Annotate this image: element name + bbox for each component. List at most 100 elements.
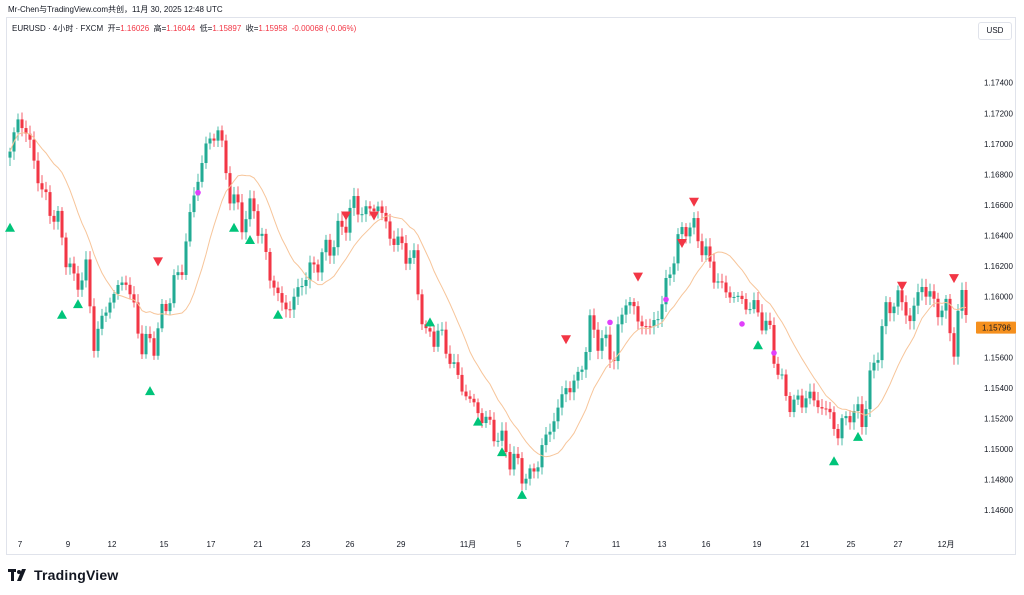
candle	[880, 319, 884, 369]
candle	[444, 321, 448, 359]
candle-body	[608, 334, 612, 360]
candle	[220, 125, 224, 148]
candle	[440, 322, 444, 336]
candle	[384, 206, 388, 229]
candle	[228, 166, 232, 211]
candle	[412, 243, 416, 264]
candle	[784, 369, 788, 401]
candle	[620, 307, 624, 333]
candle-body	[696, 218, 700, 242]
high-label: 高=	[153, 24, 167, 33]
candle	[456, 354, 460, 379]
candle-body	[780, 374, 784, 376]
candle	[276, 281, 280, 302]
sell-signal-icon	[633, 272, 643, 282]
candle	[488, 409, 492, 425]
candle	[800, 388, 804, 413]
candle-body	[100, 315, 104, 329]
candle	[252, 190, 256, 219]
candle	[160, 299, 164, 333]
candle	[960, 282, 964, 319]
candle	[860, 396, 864, 435]
candle	[500, 422, 504, 447]
symbol-name[interactable]: EURUSD · 4小时 · FXCM	[12, 24, 104, 33]
candle	[112, 290, 116, 309]
candle-body	[396, 236, 400, 245]
candle	[476, 398, 480, 418]
candle	[452, 353, 456, 369]
low-value: 1.15897	[212, 24, 242, 33]
signal-dot-icon	[607, 319, 613, 326]
candle-body	[672, 263, 676, 275]
sell-signal-icon	[677, 239, 687, 249]
candle-body	[280, 293, 284, 303]
candle	[780, 368, 784, 380]
candle-body	[820, 407, 824, 409]
candle	[484, 410, 488, 428]
candle	[416, 244, 420, 301]
tradingview-logo[interactable]: TradingView	[8, 567, 118, 583]
candle-body	[576, 371, 580, 381]
candle	[92, 298, 96, 358]
candle-body	[416, 250, 420, 295]
last-price-label: 1.15796	[982, 324, 1011, 333]
candle	[524, 473, 528, 491]
price-tick-label: 1.16400	[984, 231, 1013, 240]
candle-body	[516, 453, 520, 459]
candle-body	[908, 315, 912, 322]
candle-body	[376, 206, 380, 212]
candle-body	[592, 315, 596, 330]
candle	[752, 292, 756, 314]
low-label: 低=	[199, 24, 213, 33]
candle-body	[680, 227, 684, 235]
candle-body	[188, 212, 192, 242]
candle-body	[728, 292, 732, 298]
candle-body	[768, 320, 772, 326]
candle	[52, 209, 56, 230]
candle-body	[692, 218, 696, 228]
candle-body	[288, 309, 292, 311]
candle-body	[620, 314, 624, 325]
candle	[520, 452, 524, 490]
candle-body	[248, 198, 252, 220]
candle-body	[72, 263, 76, 274]
candle-body	[544, 434, 548, 446]
time-tick-label: 15	[160, 540, 169, 549]
candle	[340, 212, 344, 235]
candle-body	[356, 196, 360, 215]
candle	[964, 281, 968, 323]
candle-body	[492, 419, 496, 442]
candle-body	[292, 296, 296, 310]
candle	[536, 461, 540, 479]
candle-body	[444, 329, 448, 354]
candle-body	[244, 219, 248, 233]
candle-body	[92, 306, 96, 351]
candle-body	[128, 284, 132, 295]
candle	[760, 304, 764, 335]
candle-body	[484, 416, 488, 424]
time-tick-label: 27	[894, 540, 903, 549]
candle-body	[960, 289, 964, 311]
candle-body	[404, 243, 408, 264]
candle	[100, 308, 104, 336]
candle	[108, 297, 112, 319]
candle	[852, 404, 856, 430]
candle	[448, 345, 452, 369]
symbol-legend: EURUSD · 4小时 · FXCM 开=1.16026 高=1.16044 …	[12, 23, 356, 34]
candle-body	[268, 251, 272, 281]
candle-body	[604, 334, 608, 339]
candle	[552, 412, 556, 440]
currency-button[interactable]: USD	[978, 22, 1012, 40]
candle	[812, 383, 816, 407]
candle	[16, 113, 20, 141]
candle-body	[904, 302, 908, 316]
candle	[652, 311, 656, 335]
candle	[576, 366, 580, 389]
candle	[832, 406, 836, 436]
candle	[84, 251, 88, 288]
price-tick-label: 1.16000	[984, 292, 1013, 301]
buy-signal-icon	[517, 489, 527, 499]
candle-body	[304, 280, 308, 286]
time-tick-label: 23	[302, 540, 311, 549]
